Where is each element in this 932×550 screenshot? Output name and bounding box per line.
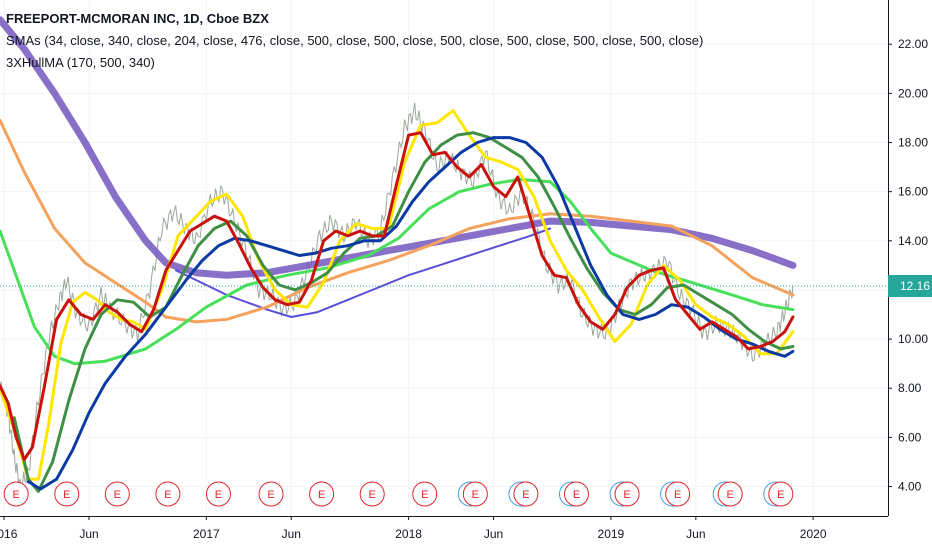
series-line-6 (26, 136, 795, 491)
y-tick-label-7: 18.00 (898, 136, 928, 150)
earnings-label-1: E (63, 489, 70, 501)
y-tick-label-9: 22.00 (898, 37, 928, 51)
earnings-label-8: E (421, 489, 428, 501)
x-tick-label-7: Jun (686, 527, 705, 541)
earnings-marker-15 (768, 481, 794, 507)
earnings-label-13: E (674, 489, 681, 501)
earnings-label-0: E (13, 489, 20, 501)
x-tick-label-3: Jun (282, 527, 301, 541)
x-tick-label-2: 2017 (193, 527, 220, 541)
series-line-3 (0, 177, 795, 366)
y-tick-label-5: 14.00 (898, 234, 928, 248)
x-tick-label-1: Jun (79, 527, 98, 541)
earnings-marker-0 (3, 481, 29, 507)
earnings-marker-14 (717, 481, 743, 507)
earnings-marker-1 (54, 481, 80, 507)
series-line-2 (0, 118, 795, 324)
earnings-label-12: E (623, 489, 630, 501)
earnings-label-3: E (164, 489, 171, 501)
y-axis-panel (888, 0, 932, 550)
price-line (0, 102, 794, 492)
earnings-marker-12 (614, 481, 640, 507)
legend-symbol-title[interactable]: FREEPORT-MCMORAN INC, 1D, Cboe BZX (6, 11, 269, 26)
x-axis-panel (0, 516, 932, 550)
earnings-marker-11 (563, 481, 589, 507)
earnings-marker-10 (513, 481, 539, 507)
x-tick-label-8: 2020 (800, 527, 827, 541)
series-line-4 (0, 109, 795, 481)
earnings-label-9: E (472, 489, 479, 501)
earnings-label-10: E (522, 489, 529, 501)
legend-sma-indicator[interactable]: SMAs (34, close, 340, close, 204, close,… (6, 33, 704, 48)
series-line-5 (12, 131, 795, 493)
y-tick-label-0: 4.00 (898, 480, 922, 494)
earnings-label-4: E (215, 489, 222, 501)
x-tick-label-5: Jun (484, 527, 503, 541)
earnings-marker-5 (258, 481, 284, 507)
earnings-marker-6 (309, 481, 335, 507)
legend-hullma-indicator[interactable]: 3XHullMA (170, 500, 340) (6, 55, 155, 70)
earnings-label-7: E (369, 489, 376, 501)
x-tick-label-6: 2019 (598, 527, 625, 541)
chart-legend: FREEPORT-MCMORAN INC, 1D, Cboe BZX SMAs … (6, 8, 703, 74)
earnings-marker-13 (665, 481, 691, 507)
x-tick-label-0: 2016 (0, 527, 18, 541)
series-line-1 (175, 227, 552, 318)
y-tick-label-8: 20.00 (898, 86, 928, 100)
earnings-label-15: E (777, 489, 784, 501)
earnings-label-2: E (114, 489, 121, 501)
earnings-marker-2 (104, 481, 130, 507)
x-tick-label-4: 2018 (395, 527, 422, 541)
y-tick-label-2: 8.00 (898, 381, 922, 395)
earnings-marker-4 (205, 481, 231, 507)
earnings-marker-9 (462, 481, 488, 507)
earnings-label-5: E (267, 489, 274, 501)
y-tick-label-6: 16.00 (898, 185, 928, 199)
earnings-marker-8 (412, 481, 438, 507)
series-line-7 (0, 131, 795, 461)
y-tick-label-3: 10.00 (898, 332, 928, 346)
y-tick-label-1: 6.00 (898, 430, 922, 444)
earnings-label-11: E (573, 489, 580, 501)
series-line-0 (0, 16, 797, 279)
earnings-marker-3 (155, 481, 181, 507)
price-tag-label: 12.16 (900, 279, 930, 293)
price-tag-bg (888, 275, 932, 298)
earnings-label-6: E (318, 489, 325, 501)
earnings-marker-7 (359, 481, 385, 507)
earnings-label-14: E (727, 489, 734, 501)
